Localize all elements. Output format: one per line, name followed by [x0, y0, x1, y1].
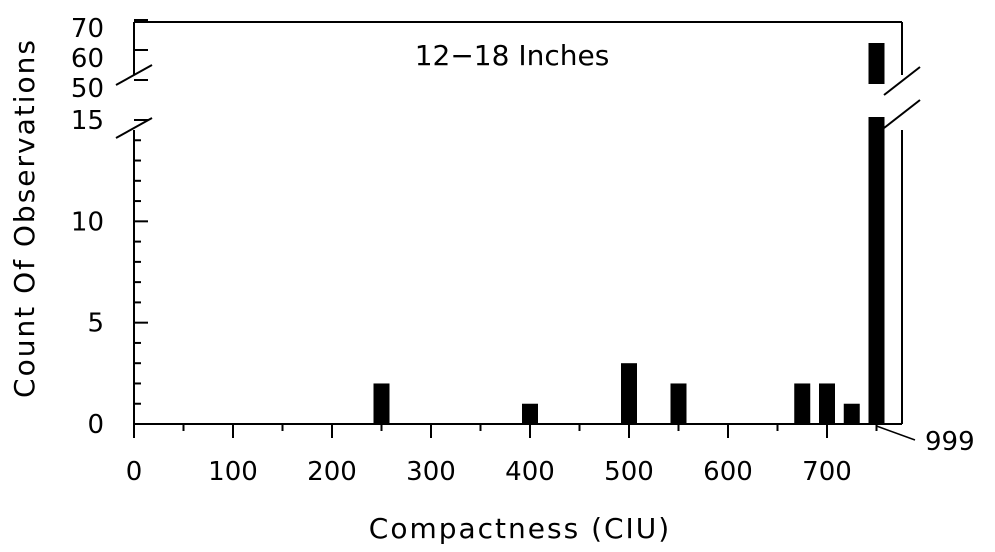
bar-upper-segment	[868, 43, 885, 84]
bar-group	[373, 43, 885, 424]
bar	[670, 383, 687, 424]
x-tick-label: 0	[126, 457, 143, 487]
bar	[373, 383, 390, 424]
plot-frame	[115, 21, 921, 425]
x-tick-label: 200	[307, 457, 357, 487]
bar	[843, 403, 860, 424]
bar	[794, 383, 811, 424]
axis-break-mark	[883, 66, 921, 96]
x-tick-label: 400	[505, 457, 555, 487]
y-tick-label: 0	[87, 410, 104, 440]
y-tick-label: 50	[71, 74, 104, 104]
x-axis-title: Compactness (CIU)	[369, 512, 671, 545]
x-tick-label: 300	[406, 457, 456, 487]
axis-break-mark	[883, 99, 921, 129]
bar	[522, 403, 538, 424]
y-axis-title: Count Of Observations	[8, 38, 41, 398]
x-axis: 0 100 200 300 400 500 600 700 999	[126, 424, 975, 487]
axis-break-mark	[115, 64, 153, 86]
y-tick-label: 5	[87, 309, 104, 339]
y-tick-label: 60	[71, 44, 104, 74]
bar	[819, 383, 835, 424]
y-tick-label: 70	[71, 14, 104, 44]
chart-title: 12−18 Inches	[415, 39, 610, 72]
x-tick-label: 700	[802, 457, 852, 487]
bar	[621, 363, 637, 424]
y-tick-label: 15	[71, 106, 104, 136]
x-tick-label: 600	[703, 457, 753, 487]
y-tick-label: 10	[71, 207, 104, 237]
special-leader-line	[876, 425, 916, 441]
x-tick-label: 100	[208, 457, 258, 487]
x-tick-label: 500	[604, 457, 654, 487]
special-tick-label: 999	[925, 427, 975, 457]
bar	[868, 117, 885, 424]
axis-break-mark	[115, 117, 153, 139]
